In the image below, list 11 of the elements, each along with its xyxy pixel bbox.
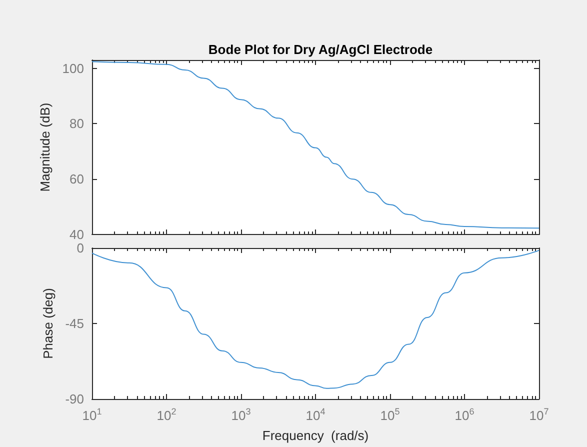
- y-axis-title: Magnitude (dB): [37, 102, 52, 192]
- x-axis-title: Frequency (rad/s): [262, 428, 369, 443]
- y-tick-label: 0: [76, 240, 84, 256]
- y-tick-label: -90: [65, 392, 84, 406]
- y-tick-label: 100: [62, 60, 84, 76]
- y-tick-label: 80: [70, 116, 84, 132]
- y-tick-label: -45: [65, 316, 84, 331]
- chart-title: Bode Plot for Dry Ag/AgCl Electrode: [208, 42, 433, 57]
- y-tick-label: 40: [70, 227, 84, 242]
- y-axis-title: Phase (deg): [40, 288, 56, 359]
- y-tick-label: 60: [70, 172, 84, 187]
